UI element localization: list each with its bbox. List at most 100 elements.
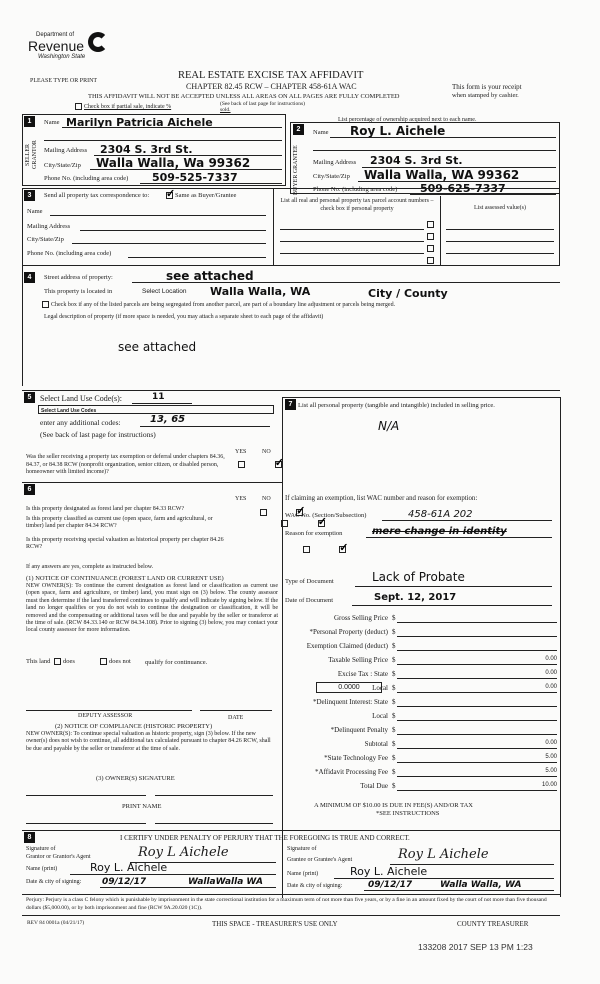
grantee-name-field[interactable]: Roy L. Aichele <box>350 865 428 878</box>
assessor-date-line[interactable] <box>200 710 272 711</box>
fee-value[interactable]: 0.00 <box>397 684 557 693</box>
grantee-date-field[interactable]: 09/12/17 <box>368 880 413 890</box>
fee-value[interactable]: 0.00 <box>397 670 557 679</box>
does-not-checkbox[interactable]: does not <box>100 658 131 666</box>
select-location[interactable]: Select Location <box>142 288 187 295</box>
fee-row: Local $0.00 <box>300 684 558 694</box>
exemption-yes-checkbox[interactable] <box>238 460 245 468</box>
fee-value[interactable]: 5.00 <box>397 754 557 763</box>
section-number-2: 2 <box>293 124 304 135</box>
corr-address-label: Mailing Address <box>27 223 71 230</box>
buyer-name-field[interactable]: Roy L. Aichele <box>350 124 446 138</box>
seller-phone-field[interactable]: 509-525-7337 <box>152 171 238 184</box>
fee-label: Local <box>372 712 388 720</box>
receipt-stamp: 133208 2017 SEP 13 PM 1:23 <box>418 942 533 952</box>
logo-mark-icon <box>88 32 108 52</box>
seller-address-field[interactable]: 2304 S. 3rd St. <box>100 143 193 156</box>
historic-no-checkbox[interactable] <box>339 541 348 554</box>
exemption-no-checkbox[interactable] <box>274 456 284 469</box>
section-number-4: 4 <box>24 272 35 283</box>
fee-value[interactable]: 0.00 <box>397 656 557 665</box>
location-field[interactable]: Walla Walla, WA <box>210 285 311 298</box>
additional-codes-label: enter any additional codes: <box>40 418 121 427</box>
owner-signature-line-2[interactable] <box>155 795 273 796</box>
fee-value[interactable]: 0.00 <box>397 740 557 749</box>
fee-row: Taxable Selling Price $0.00 <box>300 656 558 666</box>
current-use-yes-checkbox[interactable] <box>281 519 288 527</box>
segregated-checkbox[interactable]: Check box if any of the listed parcels a… <box>42 301 395 308</box>
rev-number: REV 84 0001a (04/21/17) <box>27 920 85 926</box>
does-checkbox[interactable]: does <box>54 658 75 666</box>
treasurer-space: THIS SPACE - TREASURER'S USE ONLY <box>212 920 338 928</box>
please-type: PLEASE TYPE OR PRINT <box>30 78 98 84</box>
grantee-signature[interactable]: Roy L Aichele <box>398 847 489 862</box>
fee-value[interactable] <box>397 642 557 651</box>
ownership-note: List percentage of ownership acquired ne… <box>338 117 477 123</box>
additional-codes-field[interactable]: 13, 65 <box>150 414 186 425</box>
partial-sold: sold. <box>220 107 231 113</box>
print-name-label: PRINT NAME <box>122 803 162 810</box>
forest-question: Is this property designated as forest la… <box>26 506 185 512</box>
doc-date-field[interactable]: Sept. 12, 2017 <box>374 592 457 603</box>
dollar-sign: $ <box>392 698 396 706</box>
print-name-line-2[interactable] <box>155 823 273 824</box>
reason-field[interactable]: mere change in identity <box>372 526 507 537</box>
fee-value[interactable]: 5.00 <box>397 768 557 777</box>
grantee-name-label: Name (print) <box>287 871 319 877</box>
receipt-note-2: when stamped by cashier. <box>452 92 519 99</box>
reason-label: Reason for exemption <box>285 530 343 537</box>
wac-field[interactable]: 458-61A 202 <box>408 509 473 520</box>
land-use-select[interactable]: Select Land Use Codes <box>38 405 274 414</box>
forest-no-checkbox[interactable] <box>296 504 305 517</box>
fee-value[interactable]: 10.00 <box>397 782 557 791</box>
assessor-date-label: DATE <box>228 715 244 721</box>
fee-value[interactable] <box>397 712 557 721</box>
buyer-city-field[interactable]: Walla Walla, WA 99362 <box>364 168 520 182</box>
fee-label: Local <box>372 684 388 692</box>
legal-description-field[interactable]: see attached <box>118 340 197 354</box>
seller-city-field[interactable]: Walla Walla, Wa 99362 <box>96 156 251 170</box>
corr-city-field[interactable] <box>72 243 266 244</box>
notice1-text: NEW OWNER(S): To continue the current de… <box>26 583 278 634</box>
grantor-date-field[interactable]: 09/12/17 <box>102 877 147 887</box>
fee-value[interactable] <box>397 698 557 707</box>
land-use-label: Select Land Use Code(s): <box>40 394 122 403</box>
buyer-address-field[interactable]: 2304 S. 3rd St. <box>370 154 463 167</box>
seller-name-field[interactable]: Marilyn Patricia Aichele <box>66 116 213 129</box>
fee-row: Subtotal $0.00 <box>300 740 558 750</box>
fee-row: *Delinquent Interest: State $ <box>300 698 558 708</box>
doc-date-label: Date of Document <box>285 597 334 604</box>
this-land-label: This land <box>26 658 51 665</box>
street-field[interactable]: see attached <box>166 269 254 283</box>
dollar-sign: $ <box>392 656 396 664</box>
corr-name-field[interactable] <box>50 215 266 216</box>
fee-row: Gross Selling Price $ <box>300 614 558 624</box>
same-as-buyer-checkbox[interactable]: Same as Buyer/Grantee <box>166 187 236 200</box>
personal-property-field[interactable]: N/A <box>378 419 400 433</box>
grantee-date-label: Date & city of signing: <box>287 883 343 889</box>
grantor-city-field[interactable]: WallaWalla WA <box>188 877 263 887</box>
partial-sale-checkbox[interactable]: Check box if partial sale, indicate % <box>75 103 171 110</box>
dollar-sign: $ <box>392 754 396 762</box>
doc-type-field[interactable]: Lack of Probate <box>372 570 465 584</box>
deputy-assessor-line[interactable] <box>26 710 192 711</box>
grantee-city-field[interactable]: Walla Walla, WA <box>440 880 522 890</box>
section-number-8: 8 <box>24 832 35 843</box>
fee-label: Excise Tax : State <box>337 670 388 678</box>
corr-address-field[interactable] <box>80 230 266 231</box>
historic-yes-checkbox[interactable] <box>302 545 310 553</box>
fee-value[interactable] <box>397 726 557 735</box>
dollar-sign: $ <box>392 614 396 622</box>
fee-value[interactable] <box>397 628 557 637</box>
current-use-no-checkbox[interactable] <box>317 515 327 528</box>
owner-signature-line[interactable] <box>26 795 146 796</box>
corr-phone-field[interactable] <box>128 257 266 258</box>
fee-value[interactable] <box>397 614 557 623</box>
grantor-name-field[interactable]: Roy L. Aichele <box>90 861 168 874</box>
land-use-code[interactable]: 11 <box>152 392 165 402</box>
forest-yes-checkbox[interactable] <box>259 508 267 516</box>
parcel-list[interactable] <box>280 218 436 266</box>
grantor-signature[interactable]: Roy L Aichele <box>138 845 229 860</box>
assessed-list[interactable] <box>446 218 554 266</box>
print-name-line[interactable] <box>26 823 146 824</box>
